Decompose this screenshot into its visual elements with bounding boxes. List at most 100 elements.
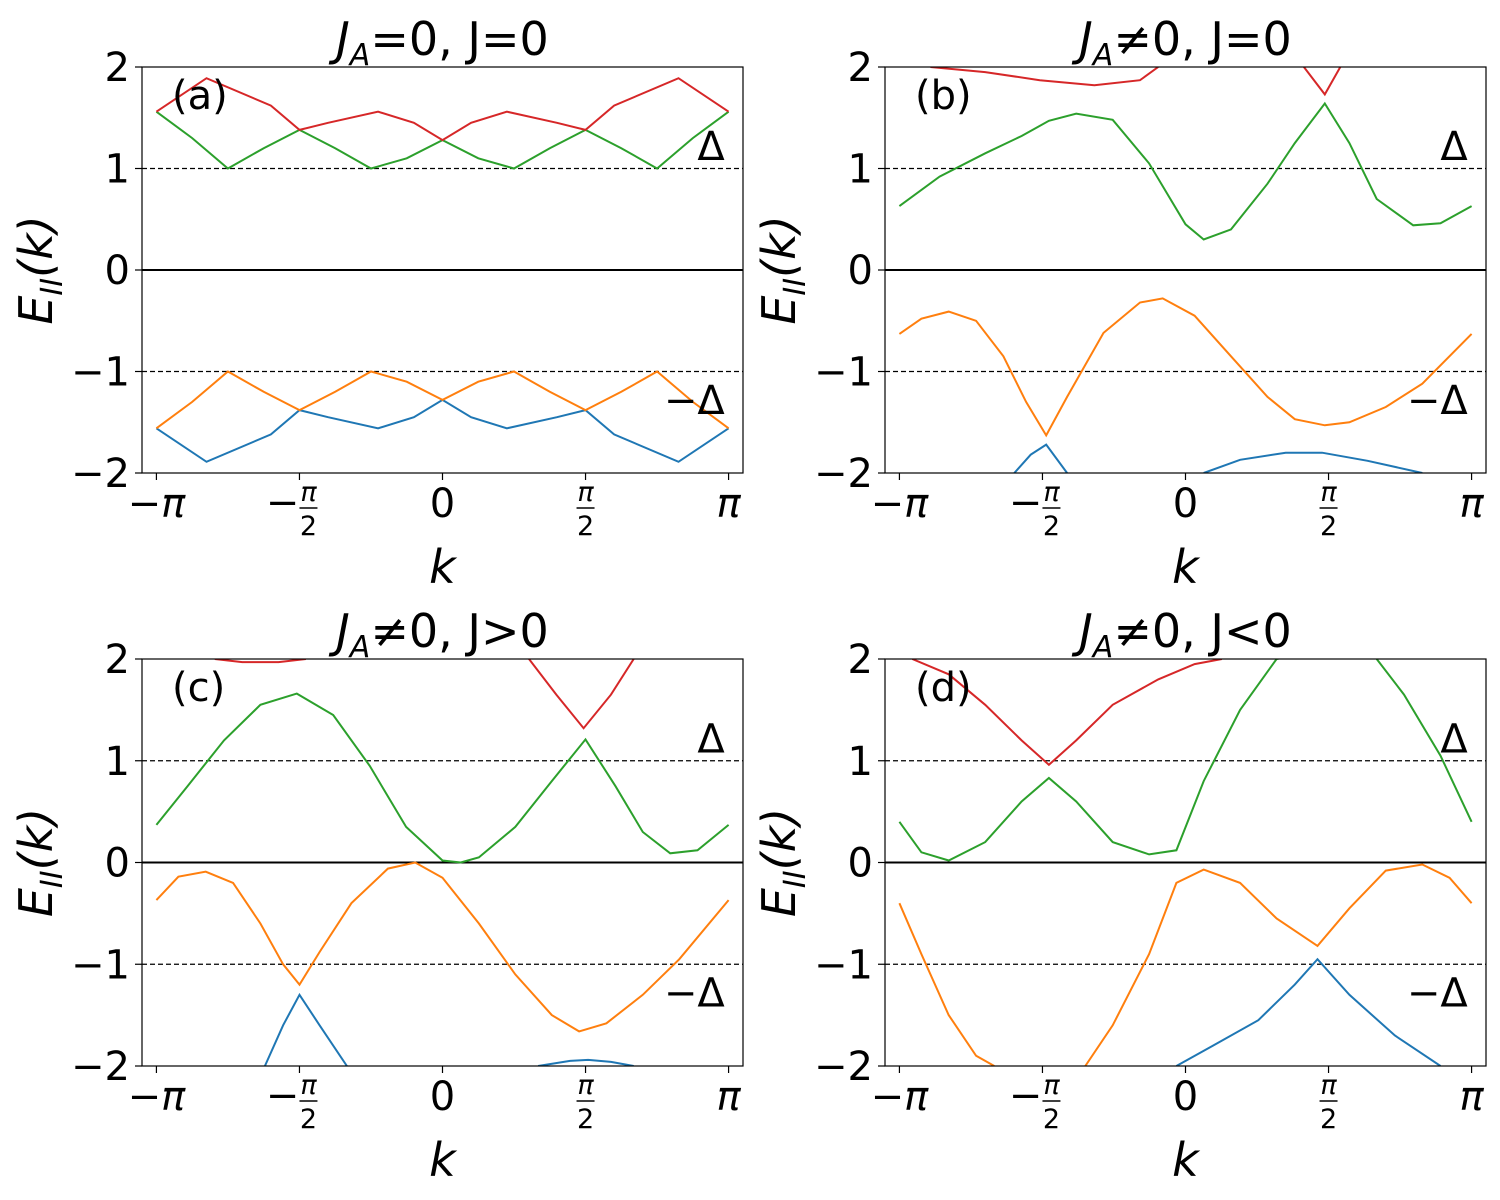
band-curve <box>528 659 635 730</box>
ytick-label: −2 <box>71 451 130 497</box>
xtick-label-half-pi: π2 <box>1319 1070 1338 1135</box>
panel-title: JA=0, J=0 <box>328 12 549 73</box>
svg-text:π: π <box>577 477 594 508</box>
xtick-label-neg-pi: −π <box>871 481 930 527</box>
xtick-label-pi: π <box>717 1074 742 1120</box>
band-curve <box>263 992 348 1066</box>
y-axis-label: EII(k) <box>752 215 813 324</box>
ytick-label: −2 <box>814 451 873 497</box>
svg-text:π: π <box>577 1070 594 1101</box>
xtick-label-neg-half-pi: − π2 <box>1009 1070 1061 1135</box>
svg-text:−: − <box>1009 1073 1043 1119</box>
band-curve <box>1013 443 1068 473</box>
panel-title: JA≠0, J>0 <box>328 604 549 665</box>
xtick-label-zero: 0 <box>430 1074 455 1120</box>
xtick-label-zero: 0 <box>430 481 455 527</box>
band-curve <box>1303 67 1342 97</box>
plot-area <box>885 659 1486 1066</box>
svg-text:π: π <box>1043 477 1060 508</box>
xtick-label-pi: π <box>717 481 742 527</box>
x-axis-label: k <box>429 1133 458 1187</box>
xtick-label-zero: 0 <box>1173 1074 1198 1120</box>
svg-text:2: 2 <box>1043 511 1060 542</box>
xtick-label-neg-half-pi: − π2 <box>266 1070 318 1135</box>
xtick-label-half-pi: π2 <box>576 477 595 542</box>
ytick-label: 0 <box>105 841 130 887</box>
ytick-label: −1 <box>71 942 130 988</box>
xtick-label-neg-half-pi: − π2 <box>1009 477 1061 542</box>
svg-text:2: 2 <box>1320 511 1337 542</box>
panel-label: (c) <box>172 665 225 711</box>
xtick-label-pi: π <box>1460 481 1485 527</box>
band-curve <box>1203 451 1423 473</box>
ytick-label: −2 <box>814 1044 873 1090</box>
plot-area <box>885 67 1486 473</box>
svg-text:2: 2 <box>577 511 594 542</box>
svg-text:2: 2 <box>577 1104 594 1135</box>
svg-text:−: − <box>266 1073 300 1119</box>
band-curve <box>898 101 1473 241</box>
ytick-label: 2 <box>105 637 130 683</box>
svg-text:π: π <box>1320 1070 1337 1101</box>
plot-area <box>142 77 743 463</box>
svg-text:−: − <box>266 480 300 526</box>
xtick-label-half-pi: π2 <box>576 1070 595 1135</box>
ytick-label: 1 <box>848 739 873 785</box>
ytick-label: 1 <box>105 739 130 785</box>
band-curve <box>1375 659 1473 823</box>
plot-area <box>142 659 743 1066</box>
band-curve <box>911 659 1223 767</box>
xtick-label-neg-pi: −π <box>128 481 187 527</box>
svg-text:2: 2 <box>1320 1104 1337 1135</box>
band-curve <box>898 659 1283 862</box>
delta-annotation: Δ <box>697 716 725 762</box>
x-axis-label: k <box>1172 1133 1201 1187</box>
svg-text:π: π <box>1320 477 1337 508</box>
delta-annotation: Δ <box>1440 716 1468 762</box>
band-curve <box>155 77 730 142</box>
ytick-label: 2 <box>105 45 130 91</box>
band-curve <box>155 370 730 430</box>
xtick-label-zero: 0 <box>1173 481 1198 527</box>
panel-title: JA≠0, J=0 <box>1071 12 1292 73</box>
svg-text:π: π <box>300 477 317 508</box>
xtick-label-neg-pi: −π <box>871 1074 930 1120</box>
xtick-label-pi: π <box>1460 1074 1485 1120</box>
band-curve <box>898 902 995 1066</box>
svg-text:π: π <box>1043 1070 1060 1101</box>
band-curve <box>1175 957 1442 1066</box>
ytick-label: 0 <box>105 248 130 294</box>
band-curve <box>214 659 307 664</box>
ytick-label: 1 <box>848 147 873 193</box>
panel-label: (a) <box>172 73 228 119</box>
band-curve <box>537 1058 634 1066</box>
ytick-label: −1 <box>814 942 873 988</box>
ytick-label: 2 <box>848 637 873 683</box>
xtick-label-half-pi: π2 <box>1319 477 1338 542</box>
band-curve <box>1084 863 1473 1066</box>
svg-text:2: 2 <box>300 511 317 542</box>
delta-annotation: −Δ <box>664 378 726 424</box>
svg-text:−: − <box>1009 480 1043 526</box>
ytick-label: 1 <box>105 147 130 193</box>
svg-text:2: 2 <box>1043 1104 1060 1135</box>
y-axis-label: EII(k) <box>9 808 70 917</box>
svg-text:2: 2 <box>300 1104 317 1135</box>
delta-annotation: −Δ <box>664 971 726 1017</box>
ytick-label: −1 <box>814 350 873 396</box>
x-axis-label: k <box>1172 540 1201 594</box>
band-curve <box>898 297 1473 438</box>
band-curve <box>155 861 730 1033</box>
y-axis-label: EII(k) <box>9 215 70 324</box>
svg-text:π: π <box>300 1070 317 1101</box>
y-axis-label: EII(k) <box>752 808 813 917</box>
ytick-label: 0 <box>848 841 873 887</box>
ytick-label: −2 <box>71 1044 130 1090</box>
panel-label: (b) <box>915 73 972 119</box>
delta-annotation: −Δ <box>1407 971 1469 1017</box>
